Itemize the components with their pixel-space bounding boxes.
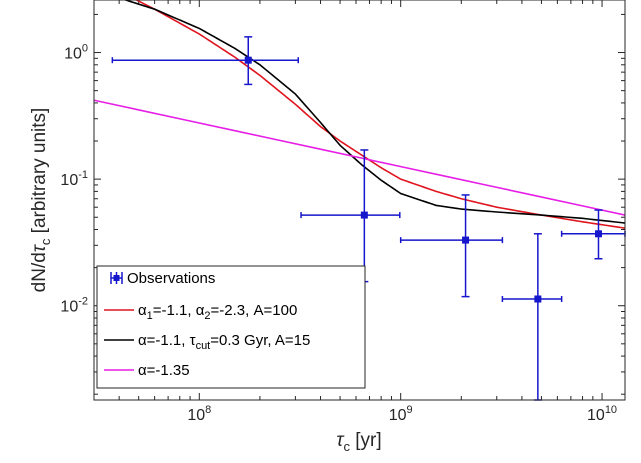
legend-label-observations: Observations [127, 270, 215, 287]
legend-entry-cutoff-power-law: α=-1.1, τcut=0.3 Gyr, A=15 [104, 332, 310, 352]
y-tick-label: 10-1 [60, 169, 88, 189]
observation-marker [534, 295, 542, 303]
x-tick-label: 1010 [587, 404, 617, 424]
observation-marker [594, 230, 602, 238]
observation-marker [462, 236, 470, 244]
x-tick-label: 108 [187, 404, 211, 424]
series-line-power-law [94, 99, 625, 216]
observation-marker [244, 56, 252, 64]
legend-entry-broken-power-law: α1=-1.1, α2=-2.3, A=100 [104, 302, 297, 322]
axes-box [93, 0, 626, 401]
legend-entry-observations: Observations [110, 270, 215, 287]
legend: Observations α1=-1.1, α2=-2.3, A=100 α=-1… [96, 265, 366, 389]
legend-label-cutoff-power-law: α=-1.1, τcut=0.3 Gyr, A=15 [138, 332, 310, 352]
y-axis-label: dN/dτc [arbitrary units] [29, 108, 53, 293]
observation-point [111, 36, 299, 86]
x-tick-label: 109 [389, 404, 413, 424]
legend-label-power-law: α=-1.35 [138, 362, 190, 379]
series-line-broken-power-law [134, 0, 625, 229]
legend-box [96, 265, 366, 389]
observation-point [300, 149, 401, 283]
legend-entry-power-law: α=-1.35 [104, 362, 190, 379]
observation-point [399, 194, 504, 298]
observation-marker [360, 211, 368, 219]
legend-label-broken-power-law: α1=-1.1, α2=-2.3, A=100 [138, 302, 297, 322]
y-tick-label: 10-2 [60, 296, 88, 316]
y-tick-label: 100 [64, 43, 88, 63]
x-axis-label: τc [yr] [336, 430, 381, 454]
